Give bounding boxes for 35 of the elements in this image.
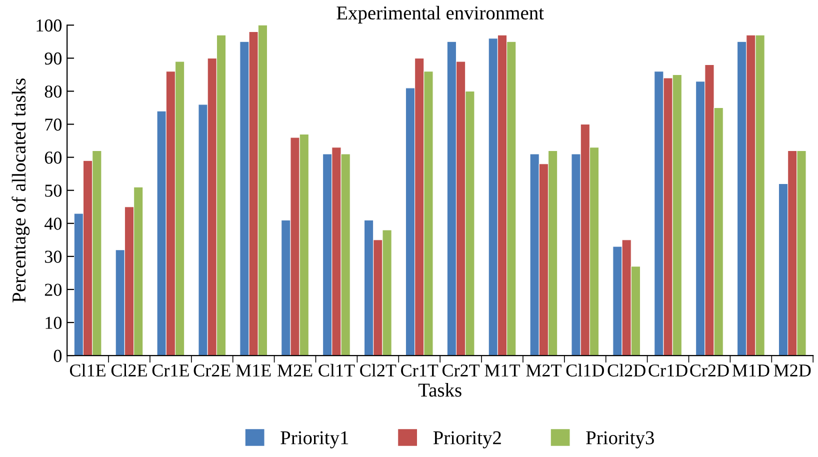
x-tick-label: Cl1D [566, 364, 604, 377]
y-tick-label: 100 [36, 19, 62, 32]
x-tick-label: Cr2D [690, 364, 729, 377]
legend-label: Priority2 [433, 431, 501, 448]
x-axis-title: Tasks [418, 383, 462, 397]
y-axis-title: Percentage of allocated tasks [12, 78, 30, 302]
x-tick-label: M2D [774, 364, 811, 376]
y-tick-label: 30 [45, 250, 62, 263]
chart-title: Experimental environment [336, 6, 544, 24]
x-tick-label: Cr1E [152, 364, 189, 377]
x-tick-label: M1E [236, 364, 271, 376]
x-tick-label: Cr1D [648, 364, 688, 377]
y-tick-label: 0 [54, 350, 62, 362]
x-tick-label: Cl1T [318, 364, 355, 377]
x-tick-label: Cl2E [111, 364, 147, 377]
y-tick-label: 10 [46, 316, 62, 329]
x-tick-label: Cr2T [442, 364, 480, 377]
y-tick-label: 70 [45, 118, 62, 131]
y-tick-label: 80 [44, 85, 62, 98]
y-tick-label: 40 [44, 218, 62, 230]
legend-label: Priority3 [586, 431, 654, 448]
x-tick-label: Cr1T [401, 364, 438, 377]
x-tick-label: M2T [526, 364, 562, 376]
y-tick-label: 50 [45, 184, 62, 197]
y-tick-label: 60 [44, 152, 62, 164]
x-tick-label: Cr2E [194, 364, 230, 377]
y-tick-label: 20 [44, 284, 62, 296]
x-tick-label: M2E [277, 364, 312, 376]
x-tick-label: M1T [484, 364, 520, 376]
legend-label: Priority1 [280, 431, 348, 448]
y-tick-label: 90 [44, 52, 62, 65]
x-tick-label: M1D [732, 364, 770, 376]
x-tick-label: Cl2D [608, 364, 646, 377]
x-tick-label: Cl2T [360, 364, 396, 377]
x-tick-label: Cl1E [70, 364, 106, 377]
